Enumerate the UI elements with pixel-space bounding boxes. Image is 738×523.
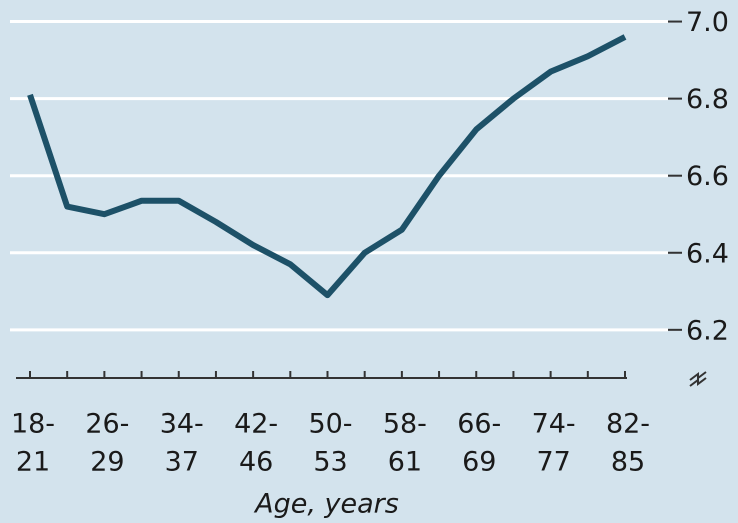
x-tick-label: 61 <box>388 447 422 478</box>
y-tick-label: 6.8 <box>686 84 729 115</box>
x-tick-label: 34- <box>160 409 204 440</box>
x-tick-label: 82- <box>606 409 650 440</box>
x-tick-label: 46 <box>239 447 273 478</box>
x-tick-label: 21 <box>16 447 50 478</box>
x-tick-label: 42- <box>234 409 278 440</box>
line-series <box>27 34 627 299</box>
y-tick-label: 6.6 <box>686 161 729 192</box>
x-tick-label: 74- <box>532 409 576 440</box>
x-tick-label: 50- <box>308 409 352 440</box>
x-tick-label: 53 <box>313 447 347 478</box>
x-tick-label: 29 <box>90 447 124 478</box>
x-tick-label: 37 <box>165 447 199 478</box>
x-tick-label: 18- <box>11 409 55 440</box>
y-tick-label: 6.2 <box>686 315 729 346</box>
x-tick-label: 69 <box>462 447 496 478</box>
axis-break <box>689 371 707 387</box>
y-tick-label: 6.4 <box>686 238 729 269</box>
x-axis-label: Age, years <box>253 489 399 520</box>
x-tick-label: 58- <box>383 409 427 440</box>
x-tick-label: 85 <box>611 447 645 478</box>
x-tick-label: 77 <box>536 447 570 478</box>
x-tick-label: 66- <box>457 409 501 440</box>
y-tick-label: 7.0 <box>686 7 729 38</box>
x-tick-label: 26- <box>85 409 129 440</box>
